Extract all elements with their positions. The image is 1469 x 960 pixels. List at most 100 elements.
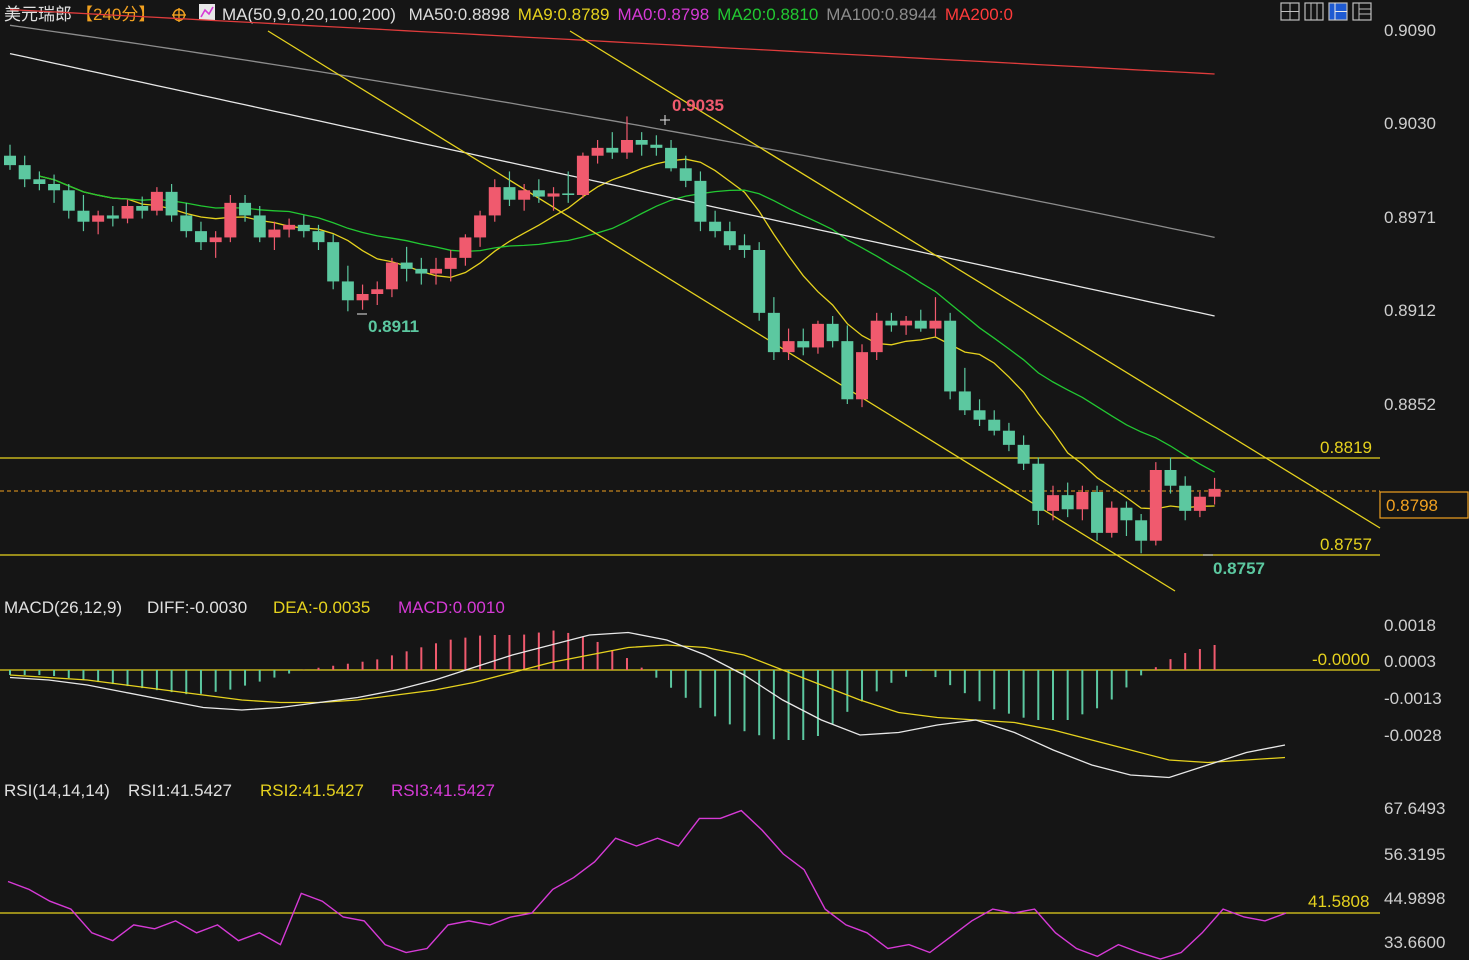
candle[interactable]: [900, 316, 913, 335]
macd-dea-line[interactable]: [9, 644, 1286, 764]
candle[interactable]: [958, 367, 971, 415]
candle[interactable]: [782, 328, 795, 360]
candle[interactable]: [33, 171, 46, 191]
candle[interactable]: [474, 210, 487, 247]
candle[interactable]: [635, 132, 648, 156]
candle[interactable]: [194, 221, 207, 250]
macd-diff-line[interactable]: [9, 631, 1286, 779]
candle[interactable]: [518, 184, 531, 211]
ma200-line[interactable]: [9, 8, 1215, 75]
candle[interactable]: [665, 140, 678, 172]
candle[interactable]: [4, 144, 16, 170]
rsi-series-line[interactable]: [7, 809, 1287, 960]
candle[interactable]: [385, 257, 398, 298]
candle[interactable]: [165, 184, 178, 222]
candle[interactable]: [988, 410, 1001, 436]
candle[interactable]: [121, 199, 134, 224]
candle[interactable]: [811, 320, 824, 354]
ma100-line[interactable]: [9, 24, 1215, 239]
timeframe-label[interactable]: 【240分】: [76, 5, 155, 24]
candle[interactable]: [150, 187, 163, 216]
channel-lower-line[interactable]: [267, 30, 1176, 592]
candle[interactable]: [694, 171, 707, 232]
candle[interactable]: [77, 195, 90, 232]
candle[interactable]: [547, 187, 560, 211]
candle[interactable]: [62, 184, 75, 219]
candle[interactable]: [341, 265, 354, 312]
candle[interactable]: [532, 179, 545, 203]
candle[interactable]: [415, 257, 428, 285]
candle[interactable]: [679, 155, 692, 188]
candle[interactable]: [650, 135, 663, 156]
candle[interactable]: [48, 174, 61, 203]
crosshair-icon[interactable]: [172, 8, 186, 22]
candle[interactable]: [503, 171, 516, 206]
candle[interactable]: [1076, 485, 1089, 521]
channel-upper-line[interactable]: [569, 30, 1381, 529]
layout-4-icon[interactable]: [1352, 2, 1372, 21]
candle[interactable]: [841, 325, 854, 404]
candle[interactable]: [312, 224, 325, 250]
candle[interactable]: [797, 328, 810, 356]
candle[interactable]: [591, 140, 604, 164]
candle[interactable]: [767, 297, 780, 360]
candle[interactable]: [914, 309, 927, 332]
candle[interactable]: [1046, 485, 1059, 521]
candle[interactable]: [1032, 457, 1045, 525]
candle[interactable]: [400, 246, 413, 282]
candle[interactable]: [327, 234, 340, 290]
candle[interactable]: [1061, 482, 1074, 518]
candle[interactable]: [356, 284, 369, 310]
candle[interactable]: [18, 155, 31, 188]
candle[interactable]: [1002, 422, 1015, 452]
candle[interactable]: [180, 202, 193, 238]
candle[interactable]: [973, 399, 986, 426]
symbol-title[interactable]: 美元瑞郎: [4, 5, 72, 24]
candle[interactable]: [620, 116, 633, 159]
candle[interactable]: [944, 312, 957, 400]
candle[interactable]: [297, 215, 310, 238]
candle[interactable]: [885, 312, 898, 332]
candle[interactable]: [209, 231, 222, 258]
layout-1-icon[interactable]: [1280, 2, 1300, 21]
candle[interactable]: [723, 221, 736, 250]
candle[interactable]: [753, 242, 766, 321]
candle[interactable]: [239, 195, 252, 222]
candle[interactable]: [1017, 435, 1030, 470]
candle[interactable]: [709, 210, 722, 238]
candle[interactable]: [459, 234, 472, 266]
candle[interactable]: [1120, 501, 1133, 536]
ma50-line[interactable]: [9, 52, 1215, 317]
candle[interactable]: [444, 250, 457, 282]
candle[interactable]: [1149, 462, 1162, 546]
candle[interactable]: [136, 196, 149, 219]
candle[interactable]: [1193, 492, 1206, 518]
candle[interactable]: [1164, 457, 1177, 494]
candle[interactable]: [430, 257, 443, 285]
candle[interactable]: [224, 195, 237, 243]
candle[interactable]: [562, 171, 575, 203]
candle[interactable]: [929, 297, 942, 337]
candle[interactable]: [1179, 476, 1192, 521]
candle[interactable]: [268, 221, 281, 250]
candle[interactable]: [826, 316, 839, 348]
candle[interactable]: [1091, 485, 1104, 541]
layout-3-icon[interactable]: [1328, 2, 1348, 21]
candle[interactable]: [856, 344, 869, 408]
candle[interactable]: [253, 206, 266, 243]
layout-2-icon[interactable]: [1304, 2, 1324, 21]
candle[interactable]: [738, 234, 751, 258]
candle[interactable]: [371, 281, 384, 305]
indicator-icon[interactable]: [199, 4, 215, 20]
candle[interactable]: [576, 152, 589, 199]
candle[interactable]: [488, 179, 501, 222]
candle[interactable]: [92, 210, 105, 235]
candle[interactable]: [1135, 514, 1148, 554]
candle[interactable]: [606, 132, 619, 159]
candle[interactable]: [870, 312, 883, 360]
candle[interactable]: [1208, 477, 1221, 505]
candle[interactable]: [283, 218, 296, 238]
candle[interactable]: [1105, 501, 1118, 538]
candle[interactable]: [106, 206, 119, 227]
